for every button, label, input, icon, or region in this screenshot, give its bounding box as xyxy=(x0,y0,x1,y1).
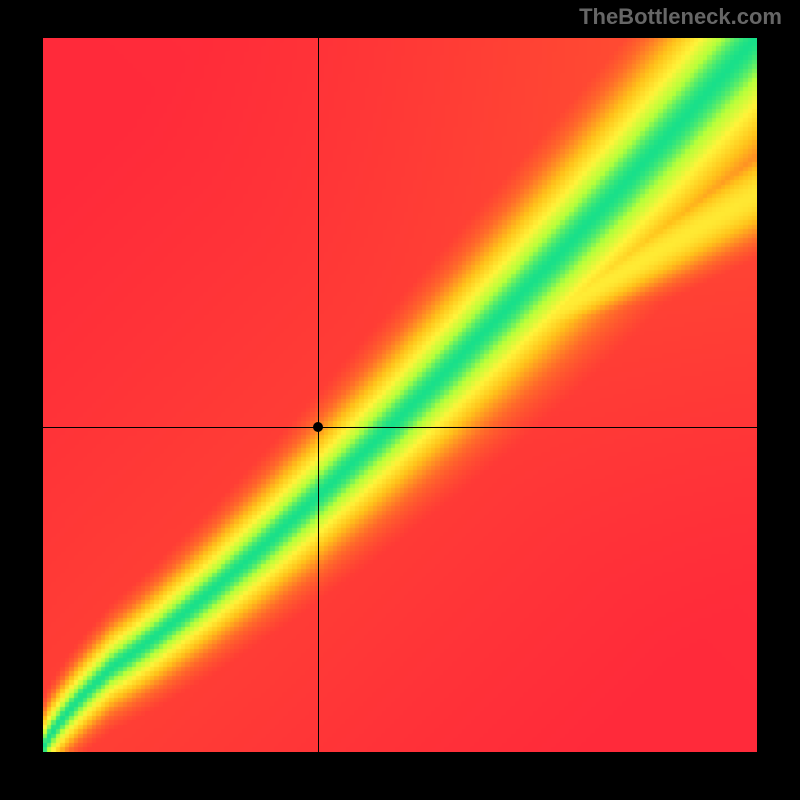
crosshair-vertical xyxy=(318,38,319,752)
crosshair-horizontal xyxy=(43,427,757,428)
data-point-marker xyxy=(313,422,323,432)
chart-container: TheBottleneck.com xyxy=(0,0,800,800)
heatmap-canvas xyxy=(43,38,757,752)
watermark-text: TheBottleneck.com xyxy=(579,4,782,30)
plot-area xyxy=(43,38,757,752)
